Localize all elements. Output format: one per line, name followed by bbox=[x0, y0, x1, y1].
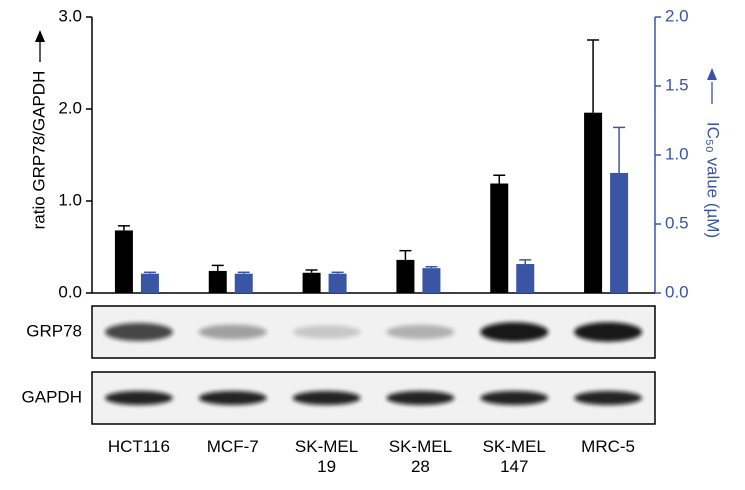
bar bbox=[610, 172, 629, 293]
blot-band bbox=[104, 391, 173, 405]
y-axis-label: ratio GRP78/GAPDH bbox=[29, 71, 48, 230]
bar bbox=[422, 268, 441, 293]
tick-label: 1.0 bbox=[58, 190, 82, 209]
bar bbox=[302, 272, 321, 293]
bar bbox=[114, 230, 133, 293]
bar bbox=[396, 259, 415, 293]
bar bbox=[234, 273, 253, 293]
blot-band bbox=[386, 391, 455, 405]
blot-band bbox=[480, 322, 549, 342]
blot-frame bbox=[91, 305, 656, 359]
blot-label: GRP78 bbox=[26, 321, 82, 340]
x-tick-label: SK-MEL 147 bbox=[482, 437, 546, 476]
blot-band bbox=[292, 325, 361, 339]
blot-band bbox=[386, 324, 455, 340]
blot-band bbox=[574, 322, 643, 342]
x-tick-label: SK-MEL 28 bbox=[388, 437, 453, 476]
tick-label: 2.0 bbox=[58, 98, 82, 117]
tick-label: 0.0 bbox=[665, 282, 689, 301]
blot-band bbox=[574, 391, 643, 405]
tick-label: 0.0 bbox=[58, 282, 82, 301]
bar bbox=[490, 183, 509, 293]
bar bbox=[584, 112, 603, 294]
y-arrow bbox=[35, 30, 45, 62]
blot-band bbox=[198, 324, 267, 340]
x-tick-label: MCF-7 bbox=[206, 437, 259, 456]
bar bbox=[516, 264, 535, 293]
blot-band bbox=[480, 391, 549, 405]
x-tick-label: HCT116 bbox=[107, 437, 170, 456]
tick-label: 2.0 bbox=[665, 6, 689, 25]
x-tick-label: SK-MEL 19 bbox=[294, 437, 359, 476]
blot-frame bbox=[91, 371, 656, 425]
blot-label: GAPDH bbox=[22, 387, 82, 406]
tick-label: 3.0 bbox=[58, 6, 82, 25]
y2-axis-label: IC₅₀ value (µM) bbox=[704, 122, 723, 238]
bar bbox=[140, 273, 159, 293]
tick-label: 1.0 bbox=[665, 144, 689, 163]
x-tick-label: MRC-5 bbox=[581, 437, 635, 456]
blot-band bbox=[292, 391, 361, 405]
blot-band bbox=[104, 323, 173, 341]
tick-label: 0.5 bbox=[665, 213, 689, 232]
blot-band bbox=[198, 391, 267, 405]
y2-arrow bbox=[707, 68, 717, 104]
bar bbox=[208, 270, 227, 293]
bar bbox=[328, 273, 347, 293]
tick-label: 1.5 bbox=[665, 75, 689, 94]
